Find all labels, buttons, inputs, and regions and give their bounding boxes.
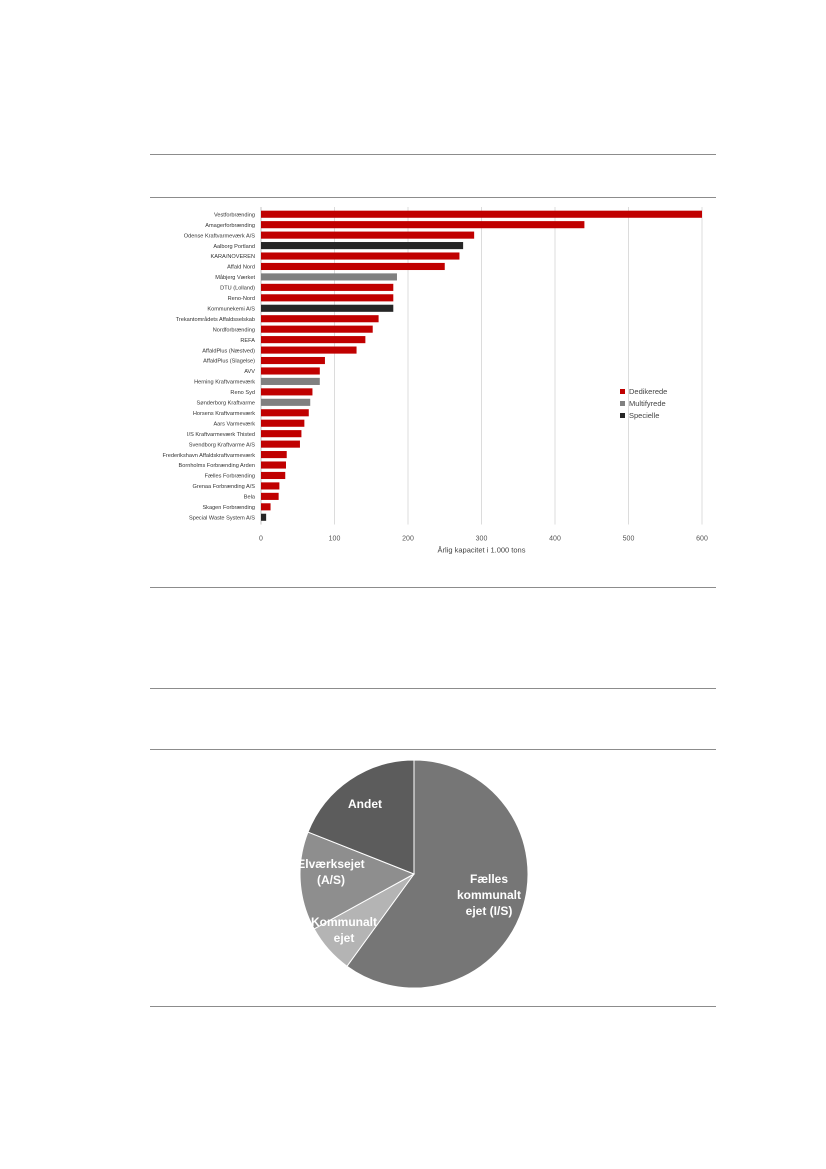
legend-label: Dedikerede bbox=[629, 387, 667, 396]
category-label: Bela bbox=[244, 495, 256, 501]
x-tick-label: 600 bbox=[696, 536, 708, 543]
pie-slice-label: Kommunalt ejet bbox=[311, 915, 377, 945]
bar bbox=[261, 409, 309, 417]
bar-chart: 0 100 200 300 400 500 600 Vestforbrænding Amager… bbox=[162, 207, 708, 555]
bar bbox=[261, 283, 394, 291]
category-label: Skagen Forbrænding bbox=[202, 505, 255, 511]
category-label: Reno Syd bbox=[230, 390, 255, 396]
category-label: Odense Kraftvarmeværk A/S bbox=[184, 233, 255, 239]
pie-slice-label: Elværksejet (A/S) bbox=[297, 857, 364, 887]
bar bbox=[261, 513, 267, 521]
category-label: Svendborg Kraftvarme A/S bbox=[189, 442, 255, 448]
bar bbox=[261, 440, 300, 448]
category-label: Grenaa Forbrænding A/S bbox=[193, 484, 256, 490]
category-label: Aalborg Portland bbox=[213, 244, 255, 250]
legend-swatch bbox=[620, 401, 625, 406]
legend-swatch bbox=[620, 413, 625, 418]
bar bbox=[261, 492, 279, 500]
bar bbox=[261, 398, 311, 406]
bar bbox=[261, 252, 460, 260]
category-label: Reno-Nord bbox=[228, 296, 255, 302]
rule-before-pie bbox=[150, 749, 716, 750]
bar bbox=[261, 325, 373, 333]
pie-slice-label: Andet bbox=[348, 797, 382, 811]
bar bbox=[261, 451, 287, 459]
category-label: Affald Nord bbox=[227, 265, 255, 271]
bar bbox=[261, 315, 379, 323]
bar bbox=[261, 304, 394, 312]
category-label: DTU (Lolland) bbox=[220, 286, 255, 292]
bar bbox=[261, 273, 397, 281]
category-label: REFA bbox=[240, 338, 255, 344]
category-label: Herning Kraftvarmeværk bbox=[194, 380, 255, 386]
top-rule-1 bbox=[150, 154, 716, 155]
category-label: Fælles Forbrænding bbox=[205, 474, 255, 480]
bar bbox=[261, 336, 366, 344]
bar bbox=[261, 242, 464, 250]
bar bbox=[261, 231, 475, 239]
category-label: Vestforbrænding bbox=[214, 212, 255, 218]
pie-slice bbox=[299, 831, 416, 930]
category-label: Horsens Kraftvarmeværk bbox=[193, 411, 255, 417]
bar bbox=[261, 482, 280, 490]
pie-slice-label: Fælles kommunalt ejet (I/S) bbox=[457, 872, 521, 918]
legend-label: Multifyrede bbox=[629, 399, 666, 408]
bar bbox=[261, 430, 302, 438]
category-label: AVV bbox=[244, 369, 255, 375]
x-tick-label: 500 bbox=[623, 536, 635, 543]
category-label: Special Waste System A/S bbox=[189, 515, 255, 521]
category-label: Nordforbrænding bbox=[213, 327, 255, 333]
pie-chart: Fælles kommunalt ejet (I/S) Kommunalt ejet El… bbox=[297, 759, 529, 989]
bar bbox=[261, 294, 394, 302]
bottom-rule bbox=[150, 1006, 716, 1007]
bar bbox=[261, 346, 357, 354]
rule-after-bar-chart bbox=[150, 587, 716, 588]
x-tick-label: 100 bbox=[329, 536, 341, 543]
bar bbox=[261, 210, 702, 218]
category-label: Sønderborg Kraftvarme bbox=[197, 401, 255, 407]
bar bbox=[261, 221, 585, 229]
legend-swatch bbox=[620, 389, 625, 394]
bar bbox=[261, 471, 286, 480]
category-label: Frederikshavn Affaldskraftvarmeværk bbox=[162, 453, 255, 459]
bar bbox=[261, 419, 305, 427]
category-label: Trekantområdets Affaldsselskab bbox=[176, 316, 255, 323]
bar bbox=[261, 461, 286, 469]
bar bbox=[261, 356, 325, 365]
bar bbox=[261, 377, 320, 385]
category-label: Aars Varmeværk bbox=[213, 421, 255, 427]
category-label: Måbjerg Værket bbox=[215, 274, 255, 281]
rule-mid bbox=[150, 688, 716, 689]
x-tick-label: 200 bbox=[402, 536, 414, 543]
category-label: Bornholms Forbrænding Arden bbox=[179, 463, 256, 469]
bar bbox=[261, 262, 445, 271]
category-label: AffaldPlus (Slagelse) bbox=[203, 359, 255, 365]
x-axis-title: Årlig kapacitet i 1.000 tons bbox=[438, 546, 526, 555]
category-label: Kommunekemi A/S bbox=[207, 306, 255, 312]
category-label: Amagerforbrænding bbox=[205, 223, 255, 229]
x-tick-label: 300 bbox=[476, 536, 488, 543]
legend-label: Specielle bbox=[629, 411, 659, 420]
x-tick-label: 400 bbox=[549, 536, 561, 543]
x-tick-label: 0 bbox=[259, 536, 263, 543]
pie-slice bbox=[307, 759, 415, 875]
top-rule-2 bbox=[150, 197, 716, 198]
category-label: I/S Kraftvarmeværk Thisted bbox=[187, 432, 255, 438]
pie-slice bbox=[346, 759, 529, 989]
bar bbox=[261, 367, 320, 375]
bar bbox=[261, 388, 313, 396]
category-label: KARA/NOVEREN bbox=[211, 254, 255, 260]
category-label: AffaldPlus (Næstved) bbox=[202, 348, 255, 354]
bar bbox=[261, 503, 271, 511]
